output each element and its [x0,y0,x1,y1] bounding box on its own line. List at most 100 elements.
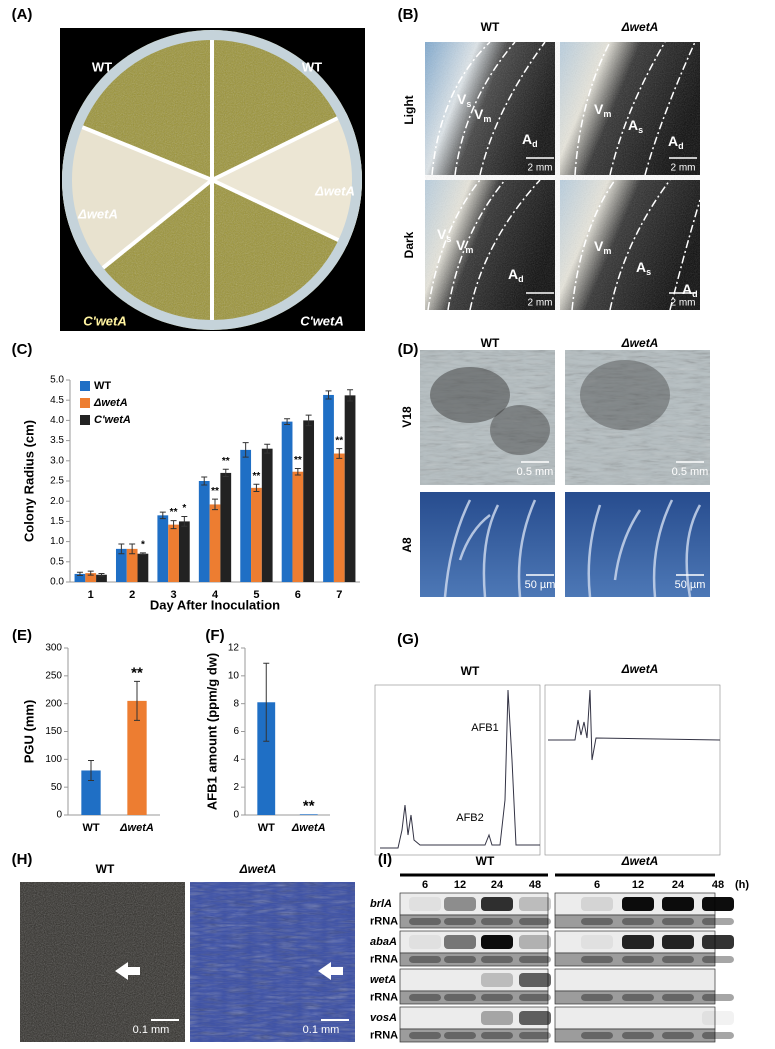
bar [251,487,262,582]
band [662,956,694,963]
band [702,897,734,911]
blot-strip [399,990,549,1005]
bar [85,573,97,582]
x-tick-label: 4 [212,589,219,601]
x-tick-label: 5 [253,589,259,601]
y-tick-label: 1.5 [50,516,64,527]
sector-label: WT [302,59,322,74]
band [444,918,476,925]
bar [323,394,334,582]
y-tick-label: 3.0 [50,455,64,466]
chromatogram-title: ΔwetA [621,662,659,676]
y-axis-label: AFB1 amount (ppm/g dw) [204,653,219,810]
band [444,1032,476,1039]
zone-letter: A [682,281,692,297]
band [622,897,654,911]
error-bar [181,516,188,527]
zone-label: Vs [437,226,451,245]
x-axis-label: Day After Inoculation [150,597,280,612]
bar [261,448,273,582]
bar [115,548,127,582]
band [662,1032,694,1039]
panel-label: (G) [397,631,419,648]
error-bar [88,759,94,781]
gene-label: brlA [370,898,392,910]
band [702,1011,734,1025]
y-tick-label: 0.0 [50,577,64,588]
band [581,897,613,911]
bar [157,515,169,582]
significance: ** [335,435,343,446]
time-label: 6 [594,879,600,891]
error-bar [139,552,146,556]
zone-photos [425,41,701,311]
bar [292,471,304,582]
row-header: Light [402,95,416,124]
column-header: DARK [113,27,148,41]
blot-strip [399,952,549,967]
error-bar [325,390,332,400]
zone-subscript: s [646,267,651,277]
y-tick-label: 6 [233,726,239,737]
scale-label: 0.5 mm [672,466,709,478]
band [409,897,441,911]
zone-letter: V [594,101,604,117]
band [662,935,694,949]
column-header: ΔwetA [621,20,659,34]
blot-strip [399,914,549,929]
band [444,897,476,911]
y-tick-label: 2.0 [50,496,64,507]
gene-label: rRNA [370,953,398,965]
sector-label: ΔwetA [314,183,355,198]
band [444,956,476,963]
scale-label: 0.1 mm [303,1024,340,1036]
band [622,956,654,963]
band [702,918,734,925]
time-label: 12 [454,879,466,891]
error-bar [134,680,140,721]
peak-label: AFB1 [471,722,499,734]
bar [240,449,252,582]
band [622,994,654,1001]
zone-label: Ad [668,133,684,152]
band [519,918,551,925]
band [622,935,654,949]
bar [127,700,147,815]
y-tick-label: 8 [233,698,239,709]
y-tick-label: 5.0 [50,375,64,386]
bar [137,553,149,582]
band [481,918,513,925]
y-tick-label: 1.0 [50,536,64,547]
y-tick-label: 0 [233,810,239,821]
micrographs [420,350,710,598]
legend-label: WT [94,380,111,392]
zone-subscript: s [638,125,643,135]
gene-label: rRNA [370,1029,398,1041]
zone-label: As [628,117,643,136]
legend-swatch [80,381,90,391]
y-tick-label: 200 [45,698,62,709]
band [409,918,441,925]
blot-strip [554,914,716,929]
row-header: A8 [400,537,414,553]
x-tick-label: 1 [88,589,94,601]
x-tick-label: 7 [336,589,342,601]
band [581,1032,613,1039]
band [519,956,551,963]
band [481,935,513,949]
significance: ** [303,797,315,814]
band [702,956,734,963]
y-tick-label: 4.0 [50,415,64,426]
time-unit: (h) [735,879,749,891]
y-tick-label: 50 [51,782,63,793]
band [444,935,476,949]
bar [333,453,345,582]
y-tick-label: 300 [45,643,62,654]
time-label: 24 [672,879,685,891]
legend-swatch [80,415,90,425]
bar [299,814,318,815]
bar [344,395,356,582]
x-tick-label: 2 [129,589,135,601]
zone-label: Ad [508,266,524,285]
